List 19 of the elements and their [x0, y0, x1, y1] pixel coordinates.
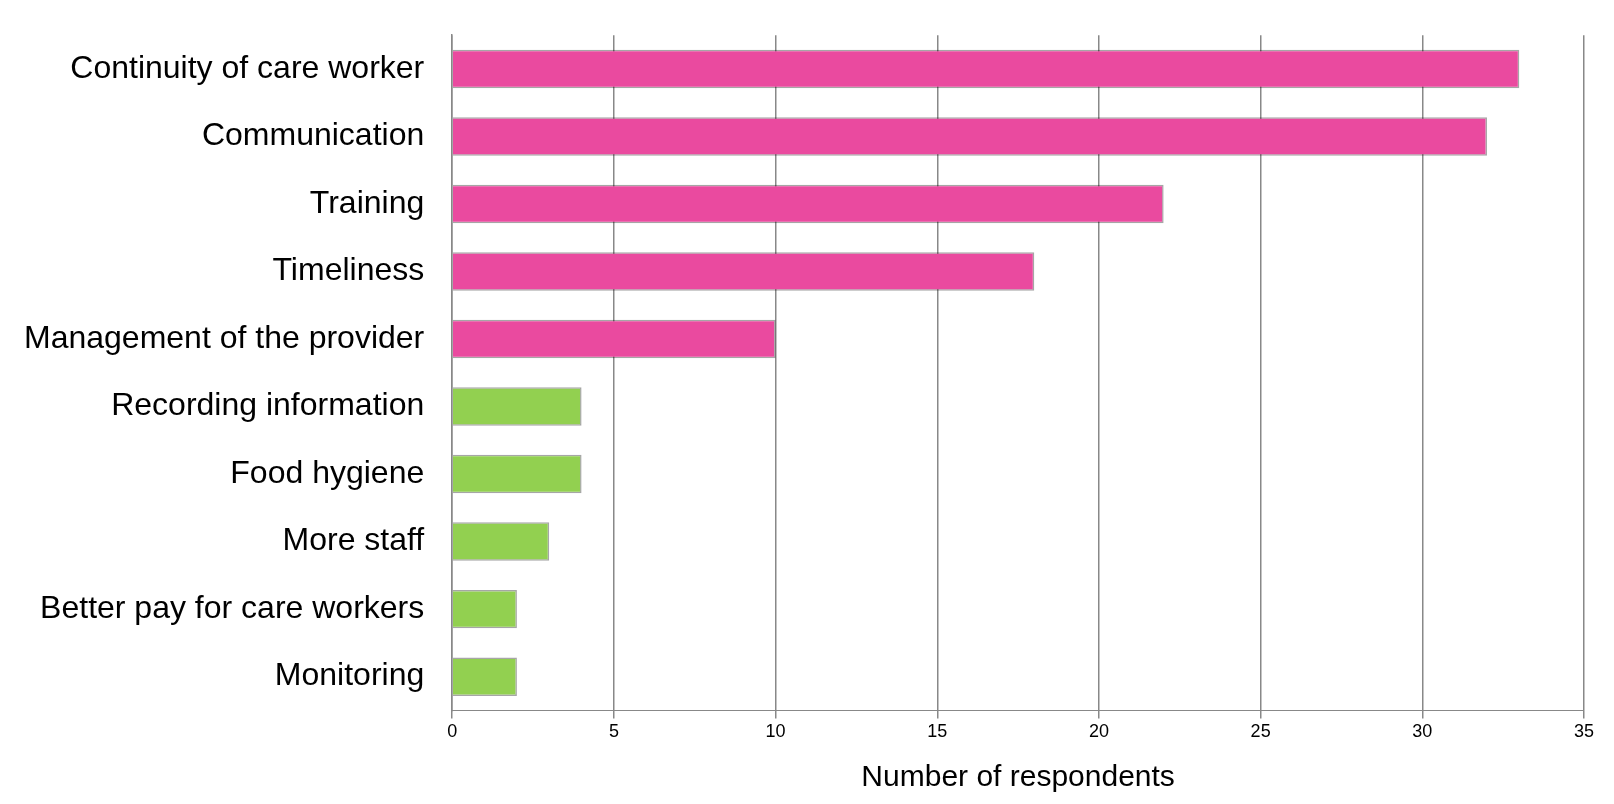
y-tick-label: Continuity of care worker — [70, 48, 425, 85]
y-tick-label: Recording information — [111, 386, 425, 423]
y-tick-label: More staff — [282, 521, 425, 558]
x-axis-title: Number of respondents — [861, 759, 1175, 793]
x-tick-label: 20 — [1088, 721, 1109, 742]
x-tick-label: 30 — [1412, 721, 1433, 742]
y-tick-label: Monitoring — [274, 656, 425, 693]
x-tick-label: 10 — [765, 721, 786, 742]
y-tick-label: Food hygiene — [230, 453, 425, 490]
x-tick-label: 5 — [608, 721, 619, 742]
x-tick-label: 15 — [927, 721, 948, 742]
y-tick-label: Timeliness — [272, 251, 425, 288]
y-tick-label: Better pay for care workers — [40, 588, 425, 625]
x-tick-label: 25 — [1250, 721, 1271, 742]
y-tick-label: Communication — [201, 116, 425, 153]
y-tick-label: Training — [309, 183, 425, 220]
y-tick-label: Management of the provider — [24, 318, 425, 355]
x-tick-label: 35 — [1573, 721, 1595, 742]
x-tick-label: 0 — [447, 721, 458, 742]
